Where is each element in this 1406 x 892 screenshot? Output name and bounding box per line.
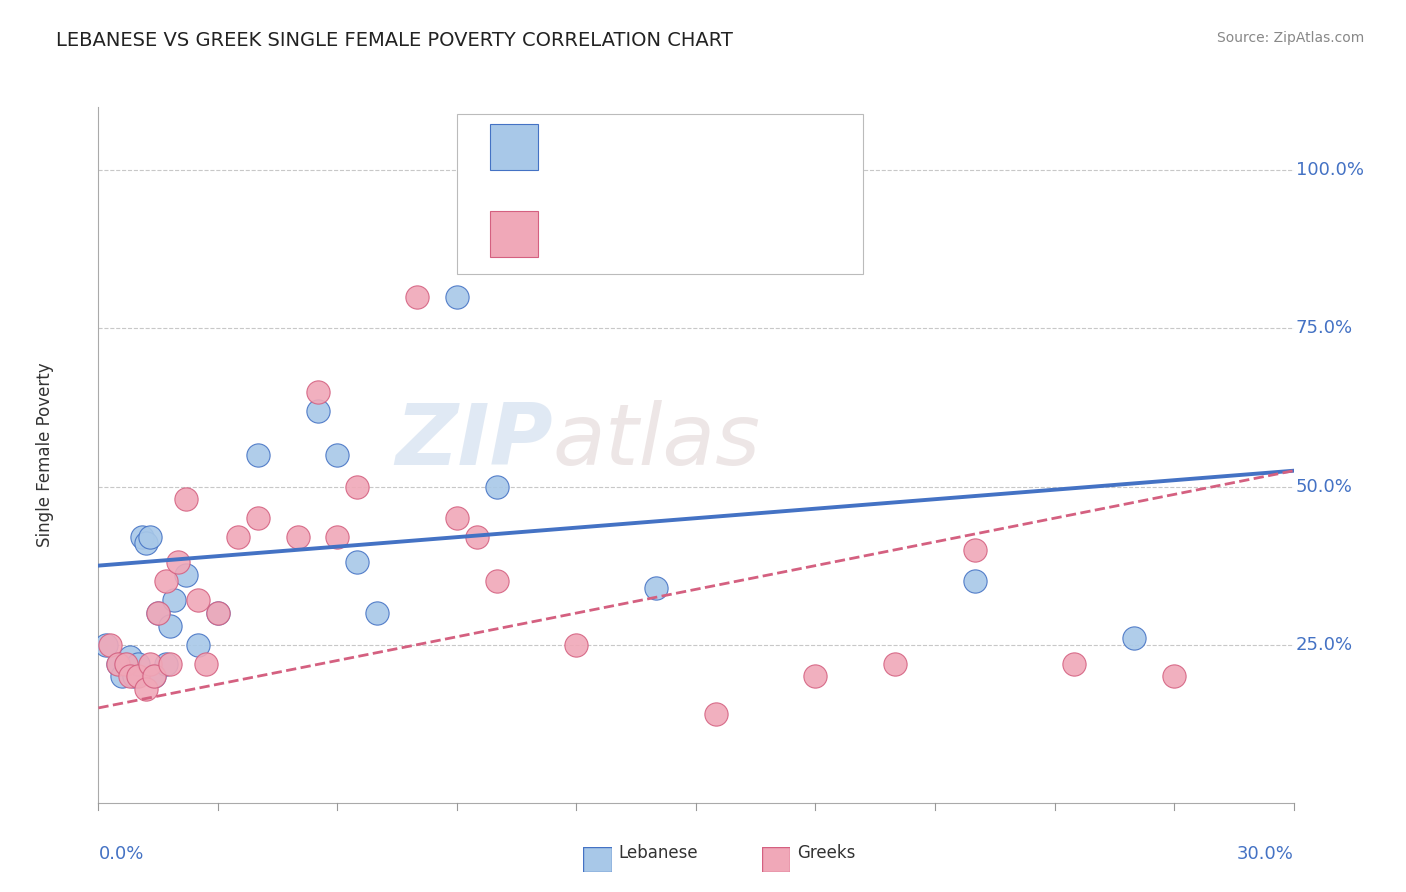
Text: 50.0%: 50.0%	[1296, 477, 1353, 496]
Point	[1163, 669, 1185, 683]
Point	[366, 606, 388, 620]
Point	[226, 530, 249, 544]
Point	[96, 638, 118, 652]
FancyBboxPatch shape	[457, 114, 863, 274]
Point	[346, 556, 368, 570]
Point	[406, 290, 429, 304]
Point	[246, 511, 269, 525]
FancyBboxPatch shape	[491, 124, 538, 169]
Point	[884, 657, 907, 671]
Point	[465, 530, 488, 544]
Point	[963, 542, 986, 557]
Point	[139, 657, 162, 671]
Point	[148, 606, 170, 620]
Point	[143, 669, 166, 683]
Point	[187, 593, 209, 607]
Point	[485, 479, 508, 493]
Point	[485, 574, 508, 589]
Text: Single Female Poverty: Single Female Poverty	[35, 363, 53, 547]
Point	[131, 530, 153, 544]
Point	[346, 479, 368, 493]
Point	[159, 618, 181, 632]
Point	[120, 650, 142, 665]
Text: atlas: atlas	[553, 400, 761, 483]
Point	[143, 669, 166, 683]
Point	[155, 574, 177, 589]
Point	[127, 657, 149, 671]
Text: 25.0%: 25.0%	[1296, 636, 1353, 654]
Point	[1063, 657, 1085, 671]
Point	[287, 530, 309, 544]
Point	[174, 568, 197, 582]
Point	[107, 657, 129, 671]
Text: N = 28: N = 28	[696, 137, 769, 157]
Point	[139, 530, 162, 544]
Point	[307, 403, 329, 417]
Text: Greeks: Greeks	[797, 844, 856, 862]
Point	[704, 707, 727, 722]
Point	[246, 448, 269, 462]
Text: ZIP: ZIP	[395, 400, 553, 483]
Point	[155, 657, 177, 671]
Text: 100.0%: 100.0%	[1296, 161, 1364, 179]
Text: R = 0.314: R = 0.314	[553, 225, 659, 244]
Point	[98, 638, 122, 652]
Point	[167, 556, 190, 570]
Text: N = 33: N = 33	[696, 225, 769, 244]
Point	[307, 384, 329, 399]
Point	[326, 448, 349, 462]
Point	[1123, 632, 1146, 646]
Point	[124, 669, 146, 683]
Point	[135, 536, 157, 550]
Point	[127, 669, 149, 683]
Text: 30.0%: 30.0%	[1237, 845, 1294, 863]
Point	[163, 593, 186, 607]
Point	[174, 492, 197, 507]
Point	[115, 657, 138, 671]
FancyBboxPatch shape	[491, 211, 538, 257]
Point	[963, 574, 986, 589]
Text: Lebanese: Lebanese	[619, 844, 699, 862]
Point	[120, 669, 142, 683]
Point	[446, 290, 468, 304]
Point	[645, 581, 668, 595]
Text: Source: ZipAtlas.com: Source: ZipAtlas.com	[1216, 31, 1364, 45]
Point	[115, 657, 138, 671]
Point	[107, 657, 129, 671]
Point	[135, 681, 157, 696]
Text: R = 0.091: R = 0.091	[553, 137, 659, 157]
Point	[565, 638, 588, 652]
Point	[446, 511, 468, 525]
Text: 0.0%: 0.0%	[98, 845, 143, 863]
Point	[207, 606, 229, 620]
Point	[148, 606, 170, 620]
Point	[159, 657, 181, 671]
Point	[326, 530, 349, 544]
Point	[187, 638, 209, 652]
Text: LEBANESE VS GREEK SINGLE FEMALE POVERTY CORRELATION CHART: LEBANESE VS GREEK SINGLE FEMALE POVERTY …	[56, 31, 733, 50]
Point	[194, 657, 218, 671]
Point	[207, 606, 229, 620]
Point	[804, 669, 827, 683]
Point	[111, 669, 134, 683]
Text: 75.0%: 75.0%	[1296, 319, 1353, 337]
